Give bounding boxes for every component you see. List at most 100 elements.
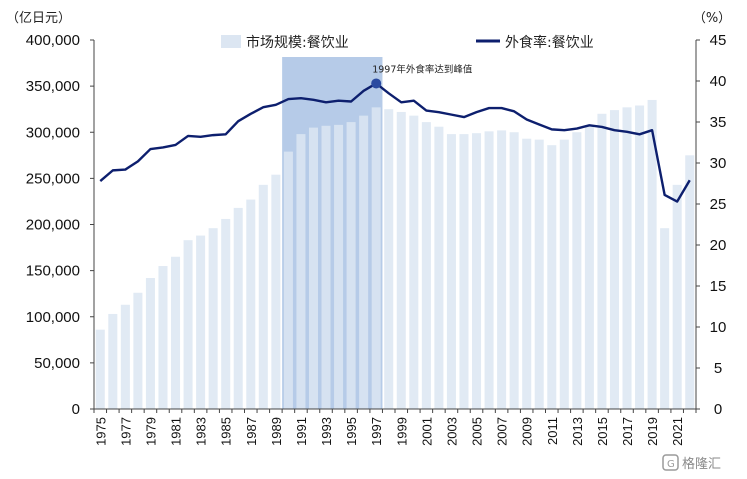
bar-1980 <box>158 266 168 409</box>
bar-2000 <box>409 115 419 410</box>
right-tick-label: 25 <box>710 196 727 213</box>
bar-2018 <box>635 105 645 409</box>
legend-swatch-market-size <box>221 35 241 48</box>
x-tick-label: 2005 <box>470 417 485 446</box>
x-tick-label: 1993 <box>319 417 334 446</box>
x-tick-label: 2013 <box>570 417 585 446</box>
bar-2017 <box>622 107 632 409</box>
x-tick-label: 1985 <box>219 417 234 446</box>
bar-1978 <box>133 292 143 409</box>
x-tick-label: 2011 <box>545 417 560 445</box>
bar-2012 <box>559 139 569 409</box>
left-tick-label: 300,000 <box>26 124 80 141</box>
bar-2011 <box>547 145 557 410</box>
bar-1993 <box>321 125 331 409</box>
x-axis-ticks: 1975 1977 1979 1981 1983 1985 1987 1989 1991 1993… <box>93 409 697 446</box>
x-tick-label: 1983 <box>194 417 209 446</box>
bar-1986 <box>233 207 243 409</box>
bar-1988 <box>258 184 268 409</box>
left-tick-label: 350,000 <box>26 78 80 95</box>
x-tick-label: 2003 <box>444 417 459 446</box>
x-tick-label: 2001 <box>419 417 434 446</box>
bar-series-market-size <box>95 99 695 410</box>
x-tick-label: 1989 <box>269 417 284 446</box>
right-tick-label: 15 <box>710 278 727 295</box>
bar-2020 <box>660 228 670 409</box>
bar-1998 <box>384 109 394 409</box>
bar-2013 <box>572 132 582 409</box>
bar-2007 <box>497 130 507 409</box>
left-tick-label: 250,000 <box>26 170 80 187</box>
bar-1977 <box>120 304 130 409</box>
right-tick-label: 30 <box>710 155 727 172</box>
x-tick-label: 1987 <box>244 417 259 446</box>
x-tick-label: 1979 <box>143 417 158 446</box>
bar-2002 <box>434 126 444 409</box>
x-tick-label: 2015 <box>595 417 610 446</box>
right-tick-label: 0 <box>714 401 722 418</box>
x-tick-label: 1997 <box>369 417 384 446</box>
bar-1987 <box>246 199 256 409</box>
bar-1999 <box>396 111 406 409</box>
right-tick-label: 10 <box>710 319 727 336</box>
right-axis-unit-label: （%） <box>693 11 731 26</box>
watermark-logo-icon <box>662 454 679 471</box>
right-tick-label: 40 <box>710 73 727 90</box>
bar-2006 <box>484 131 494 409</box>
bar-2019 <box>647 99 657 410</box>
left-tick-label: 50,000 <box>34 355 80 372</box>
x-tick-label: 1975 <box>93 417 108 446</box>
left-y-ticks: 0 50,000 100,000 150,000 200,000 250,000 300,0… <box>26 32 94 418</box>
x-tick-label: 2007 <box>495 417 510 446</box>
bar-2014 <box>584 126 594 409</box>
x-tick-label: 2019 <box>645 417 660 446</box>
bar-2010 <box>534 139 544 409</box>
legend-label-eating-out-rate: 外食率:餐饮业 <box>505 34 594 51</box>
peak-annotation: 1997年外食率达到峰值 <box>372 63 473 75</box>
bar-2021 <box>672 184 682 409</box>
bar-1983 <box>196 235 206 409</box>
line-series-eating-out-rate <box>99 78 691 203</box>
x-tick-label: 1999 <box>394 417 409 446</box>
bar-1979 <box>145 278 155 409</box>
bar-1985 <box>221 218 231 409</box>
peak-marker <box>371 78 382 89</box>
x-tick-label: 1995 <box>344 417 359 446</box>
bar-2008 <box>509 132 519 409</box>
right-y-ticks: 0 5 10 15 20 25 30 35 40 45 <box>696 32 726 418</box>
bar-1996 <box>359 115 369 410</box>
bar-1995 <box>346 122 356 409</box>
left-tick-label: 150,000 <box>26 263 80 280</box>
bar-1976 <box>108 313 118 409</box>
x-tick-label: 1977 <box>118 417 133 446</box>
right-tick-label: 5 <box>714 360 722 377</box>
bar-2016 <box>609 110 619 410</box>
bar-2022 <box>685 155 695 409</box>
bar-1997 <box>371 107 381 409</box>
bar-1981 <box>171 256 181 409</box>
bar-1991 <box>296 134 306 409</box>
bar-2003 <box>446 134 456 409</box>
watermark: G 格隆汇 <box>662 454 721 472</box>
bar-2009 <box>522 138 532 409</box>
bar-1992 <box>308 127 318 409</box>
legend-label-market-size: 市场规模:餐饮业 <box>246 34 349 51</box>
left-tick-label: 100,000 <box>26 309 80 326</box>
watermark-text: 格隆汇 <box>682 456 721 472</box>
bar-2001 <box>421 122 431 409</box>
left-tick-label: 0 <box>72 401 80 418</box>
x-tick-label: 2021 <box>670 417 685 446</box>
bar-1975 <box>95 329 105 409</box>
left-tick-label: 200,000 <box>26 217 80 234</box>
bar-2004 <box>459 134 469 409</box>
bar-1990 <box>283 151 293 409</box>
x-tick-label: 2017 <box>620 417 635 446</box>
bar-2005 <box>472 133 482 410</box>
bar-1982 <box>183 240 193 409</box>
x-tick-label: 1981 <box>169 417 184 446</box>
x-tick-label: 2009 <box>520 417 535 446</box>
right-tick-label: 35 <box>710 114 727 131</box>
right-tick-label: 20 <box>710 237 727 254</box>
legend: 市场规模:餐饮业 外食率:餐饮业 <box>221 34 594 51</box>
